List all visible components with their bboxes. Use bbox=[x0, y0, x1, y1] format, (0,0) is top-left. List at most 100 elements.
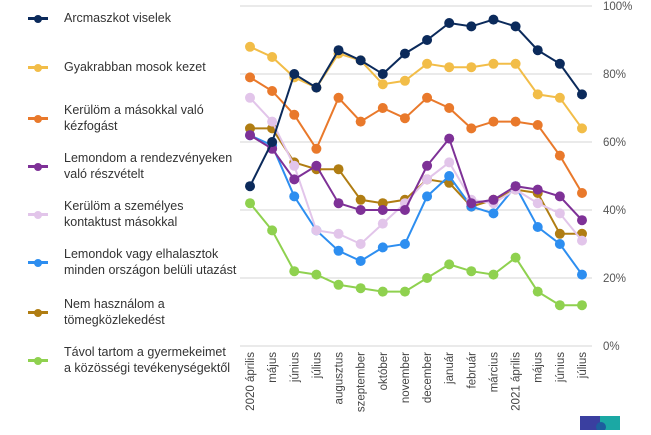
legend-label: Nem használom a tömegközlekedést bbox=[64, 297, 165, 327]
data-point bbox=[422, 35, 433, 45]
data-point bbox=[532, 89, 543, 100]
data-point bbox=[532, 198, 543, 209]
data-point bbox=[311, 143, 322, 154]
data-point bbox=[466, 266, 477, 277]
data-point bbox=[577, 300, 587, 311]
legend-label: Gyakrabban mosok kezet bbox=[64, 60, 206, 74]
data-point bbox=[289, 174, 300, 185]
data-point bbox=[311, 160, 322, 171]
data-point bbox=[399, 239, 410, 249]
data-point bbox=[267, 52, 278, 62]
data-point bbox=[355, 194, 366, 205]
legend-swatch bbox=[28, 210, 48, 219]
data-point bbox=[422, 273, 433, 283]
data-point bbox=[245, 41, 255, 52]
data-point bbox=[510, 116, 521, 127]
data-point bbox=[577, 123, 587, 134]
data-point bbox=[267, 137, 278, 147]
data-point bbox=[245, 92, 255, 103]
data-point bbox=[532, 184, 543, 195]
data-point bbox=[267, 86, 278, 96]
data-point bbox=[577, 89, 587, 100]
data-point bbox=[333, 245, 344, 256]
data-point bbox=[510, 21, 521, 32]
x-tick-label: augusztus bbox=[334, 352, 346, 405]
x-tick-label: május bbox=[267, 352, 279, 383]
data-point bbox=[333, 198, 344, 209]
data-point bbox=[554, 208, 565, 219]
data-point bbox=[311, 225, 322, 236]
x-tick-label: június bbox=[555, 352, 567, 383]
data-point bbox=[289, 109, 300, 120]
data-point bbox=[333, 164, 344, 175]
data-point bbox=[399, 286, 410, 297]
legend-label: Távol tartom a gyermekeimet a közösségi … bbox=[64, 345, 231, 375]
x-tick-label: február bbox=[466, 352, 478, 389]
x-tick-label: március bbox=[488, 352, 500, 393]
x-axis-ticks: 2020 április május június július augusztus sz… bbox=[245, 352, 589, 412]
series-line bbox=[249, 97, 583, 246]
data-point bbox=[444, 133, 455, 144]
data-point bbox=[355, 283, 366, 294]
series-line bbox=[249, 76, 583, 194]
data-point bbox=[289, 191, 300, 202]
legend-swatch bbox=[28, 308, 48, 317]
data-point bbox=[554, 239, 565, 249]
data-point bbox=[355, 116, 366, 127]
x-tick-label: december bbox=[422, 352, 434, 403]
legend-swatch bbox=[28, 162, 48, 171]
data-point bbox=[444, 171, 455, 181]
legend-swatch bbox=[28, 258, 48, 267]
x-tick-label: július bbox=[311, 352, 323, 379]
x-tick-label: október bbox=[378, 352, 390, 391]
data-point bbox=[554, 58, 565, 69]
data-point bbox=[399, 205, 410, 215]
data-point bbox=[444, 157, 455, 168]
x-tick-label: 2021 április bbox=[511, 352, 523, 411]
legend-swatch bbox=[28, 14, 48, 23]
data-point bbox=[488, 194, 499, 205]
data-point bbox=[444, 18, 455, 28]
data-point bbox=[577, 188, 587, 198]
data-point bbox=[333, 228, 344, 239]
data-point bbox=[510, 252, 521, 263]
data-point bbox=[554, 228, 565, 239]
data-point bbox=[510, 181, 521, 192]
data-point bbox=[377, 286, 388, 297]
legend-label: Lemondok vagy elhalasztok minden országo… bbox=[64, 247, 237, 277]
data-point bbox=[267, 116, 278, 127]
series bbox=[245, 72, 587, 198]
series bbox=[245, 130, 587, 280]
y-axis-ticks: 0% 20% 40% 60% 80% 100% bbox=[603, 1, 632, 353]
data-point bbox=[422, 174, 433, 185]
data-point bbox=[444, 62, 455, 73]
series-line bbox=[249, 134, 583, 221]
data-point bbox=[532, 286, 543, 297]
series-line bbox=[249, 18, 583, 187]
data-point bbox=[311, 269, 322, 280]
data-point bbox=[488, 116, 499, 127]
x-tick-label: november bbox=[400, 352, 412, 403]
data-point bbox=[289, 69, 300, 79]
series bbox=[245, 198, 587, 311]
data-point bbox=[333, 92, 344, 103]
x-tick-label: június bbox=[289, 352, 301, 383]
data-point bbox=[267, 225, 278, 236]
data-point bbox=[355, 256, 366, 266]
y-tick-label: 40% bbox=[603, 205, 626, 217]
series-line bbox=[249, 202, 582, 307]
legend-label: Lemondom a rendezvényeken való részvétel… bbox=[64, 151, 233, 181]
data-point bbox=[466, 62, 477, 73]
x-tick-label: július bbox=[577, 352, 589, 379]
data-point bbox=[488, 208, 499, 219]
data-point bbox=[577, 269, 587, 280]
data-point bbox=[488, 14, 499, 25]
series-lines bbox=[245, 14, 587, 311]
data-point bbox=[399, 48, 410, 59]
data-point bbox=[377, 69, 388, 79]
x-tick-label: január bbox=[444, 352, 456, 385]
data-point bbox=[377, 79, 388, 90]
data-point bbox=[488, 58, 499, 69]
data-point bbox=[554, 300, 565, 311]
